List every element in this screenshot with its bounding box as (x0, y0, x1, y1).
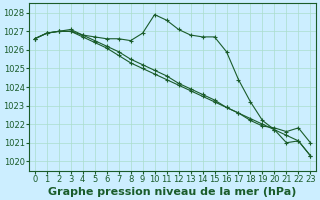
X-axis label: Graphe pression niveau de la mer (hPa): Graphe pression niveau de la mer (hPa) (48, 187, 297, 197)
